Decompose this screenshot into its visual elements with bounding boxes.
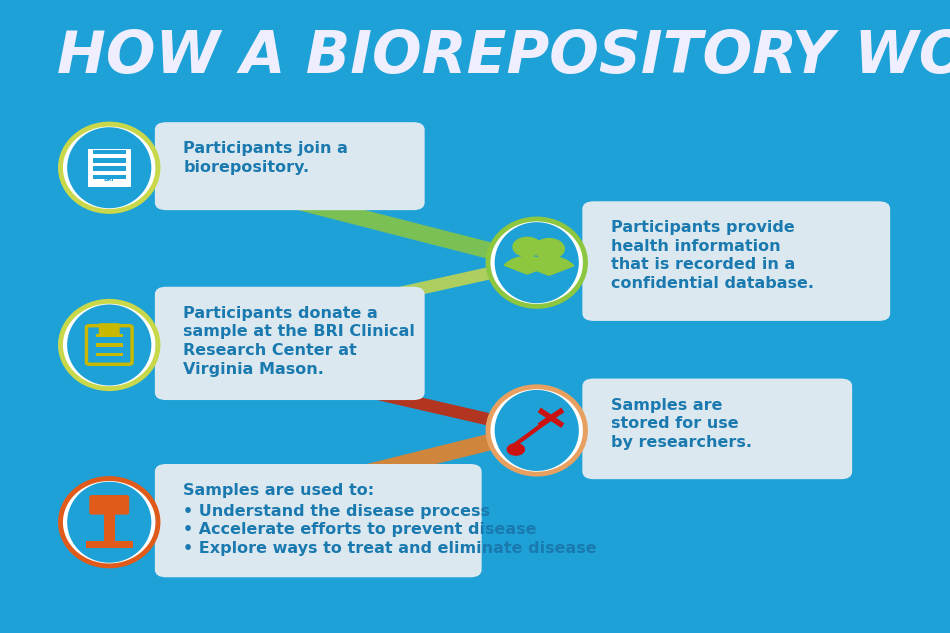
FancyBboxPatch shape xyxy=(155,464,482,577)
Text: Participants join a
biorepository.: Participants join a biorepository. xyxy=(183,141,349,175)
FancyBboxPatch shape xyxy=(155,287,425,400)
Ellipse shape xyxy=(486,386,587,475)
FancyBboxPatch shape xyxy=(89,495,129,515)
Ellipse shape xyxy=(67,304,151,385)
Ellipse shape xyxy=(495,390,579,471)
FancyBboxPatch shape xyxy=(93,150,125,154)
FancyBboxPatch shape xyxy=(99,323,120,335)
Ellipse shape xyxy=(67,127,151,208)
Wedge shape xyxy=(504,256,550,274)
FancyBboxPatch shape xyxy=(582,201,890,321)
FancyBboxPatch shape xyxy=(93,175,125,179)
Wedge shape xyxy=(524,256,574,275)
FancyBboxPatch shape xyxy=(87,149,130,187)
FancyBboxPatch shape xyxy=(582,379,852,479)
FancyBboxPatch shape xyxy=(93,158,125,163)
Text: • Understand the disease process
• Accelerate efforts to prevent disease
• Explo: • Understand the disease process • Accel… xyxy=(183,504,597,556)
Text: Samples are
stored for use
by researchers.: Samples are stored for use by researcher… xyxy=(611,398,751,449)
Text: Participants provide
health information
that is recorded in a
confidential datab: Participants provide health information … xyxy=(611,220,814,291)
FancyBboxPatch shape xyxy=(86,541,133,548)
Ellipse shape xyxy=(59,301,160,389)
Text: HOW A BIOREPOSITORY WORKS: HOW A BIOREPOSITORY WORKS xyxy=(57,28,950,85)
FancyBboxPatch shape xyxy=(96,353,123,356)
Circle shape xyxy=(507,444,524,455)
Ellipse shape xyxy=(486,218,587,307)
Ellipse shape xyxy=(67,482,151,563)
Circle shape xyxy=(534,239,564,259)
Text: BRI: BRI xyxy=(104,177,115,182)
FancyBboxPatch shape xyxy=(93,166,125,171)
FancyBboxPatch shape xyxy=(96,343,123,347)
Text: Samples are used to:: Samples are used to: xyxy=(183,483,374,498)
FancyBboxPatch shape xyxy=(96,334,123,337)
FancyBboxPatch shape xyxy=(155,122,425,210)
Ellipse shape xyxy=(59,478,160,567)
Text: Participants donate a
sample at the BRI Clinical
Research Center at
Virginia Mas: Participants donate a sample at the BRI … xyxy=(183,306,415,377)
Circle shape xyxy=(513,237,541,256)
Ellipse shape xyxy=(495,222,579,303)
FancyBboxPatch shape xyxy=(104,510,115,548)
Ellipse shape xyxy=(59,123,160,212)
